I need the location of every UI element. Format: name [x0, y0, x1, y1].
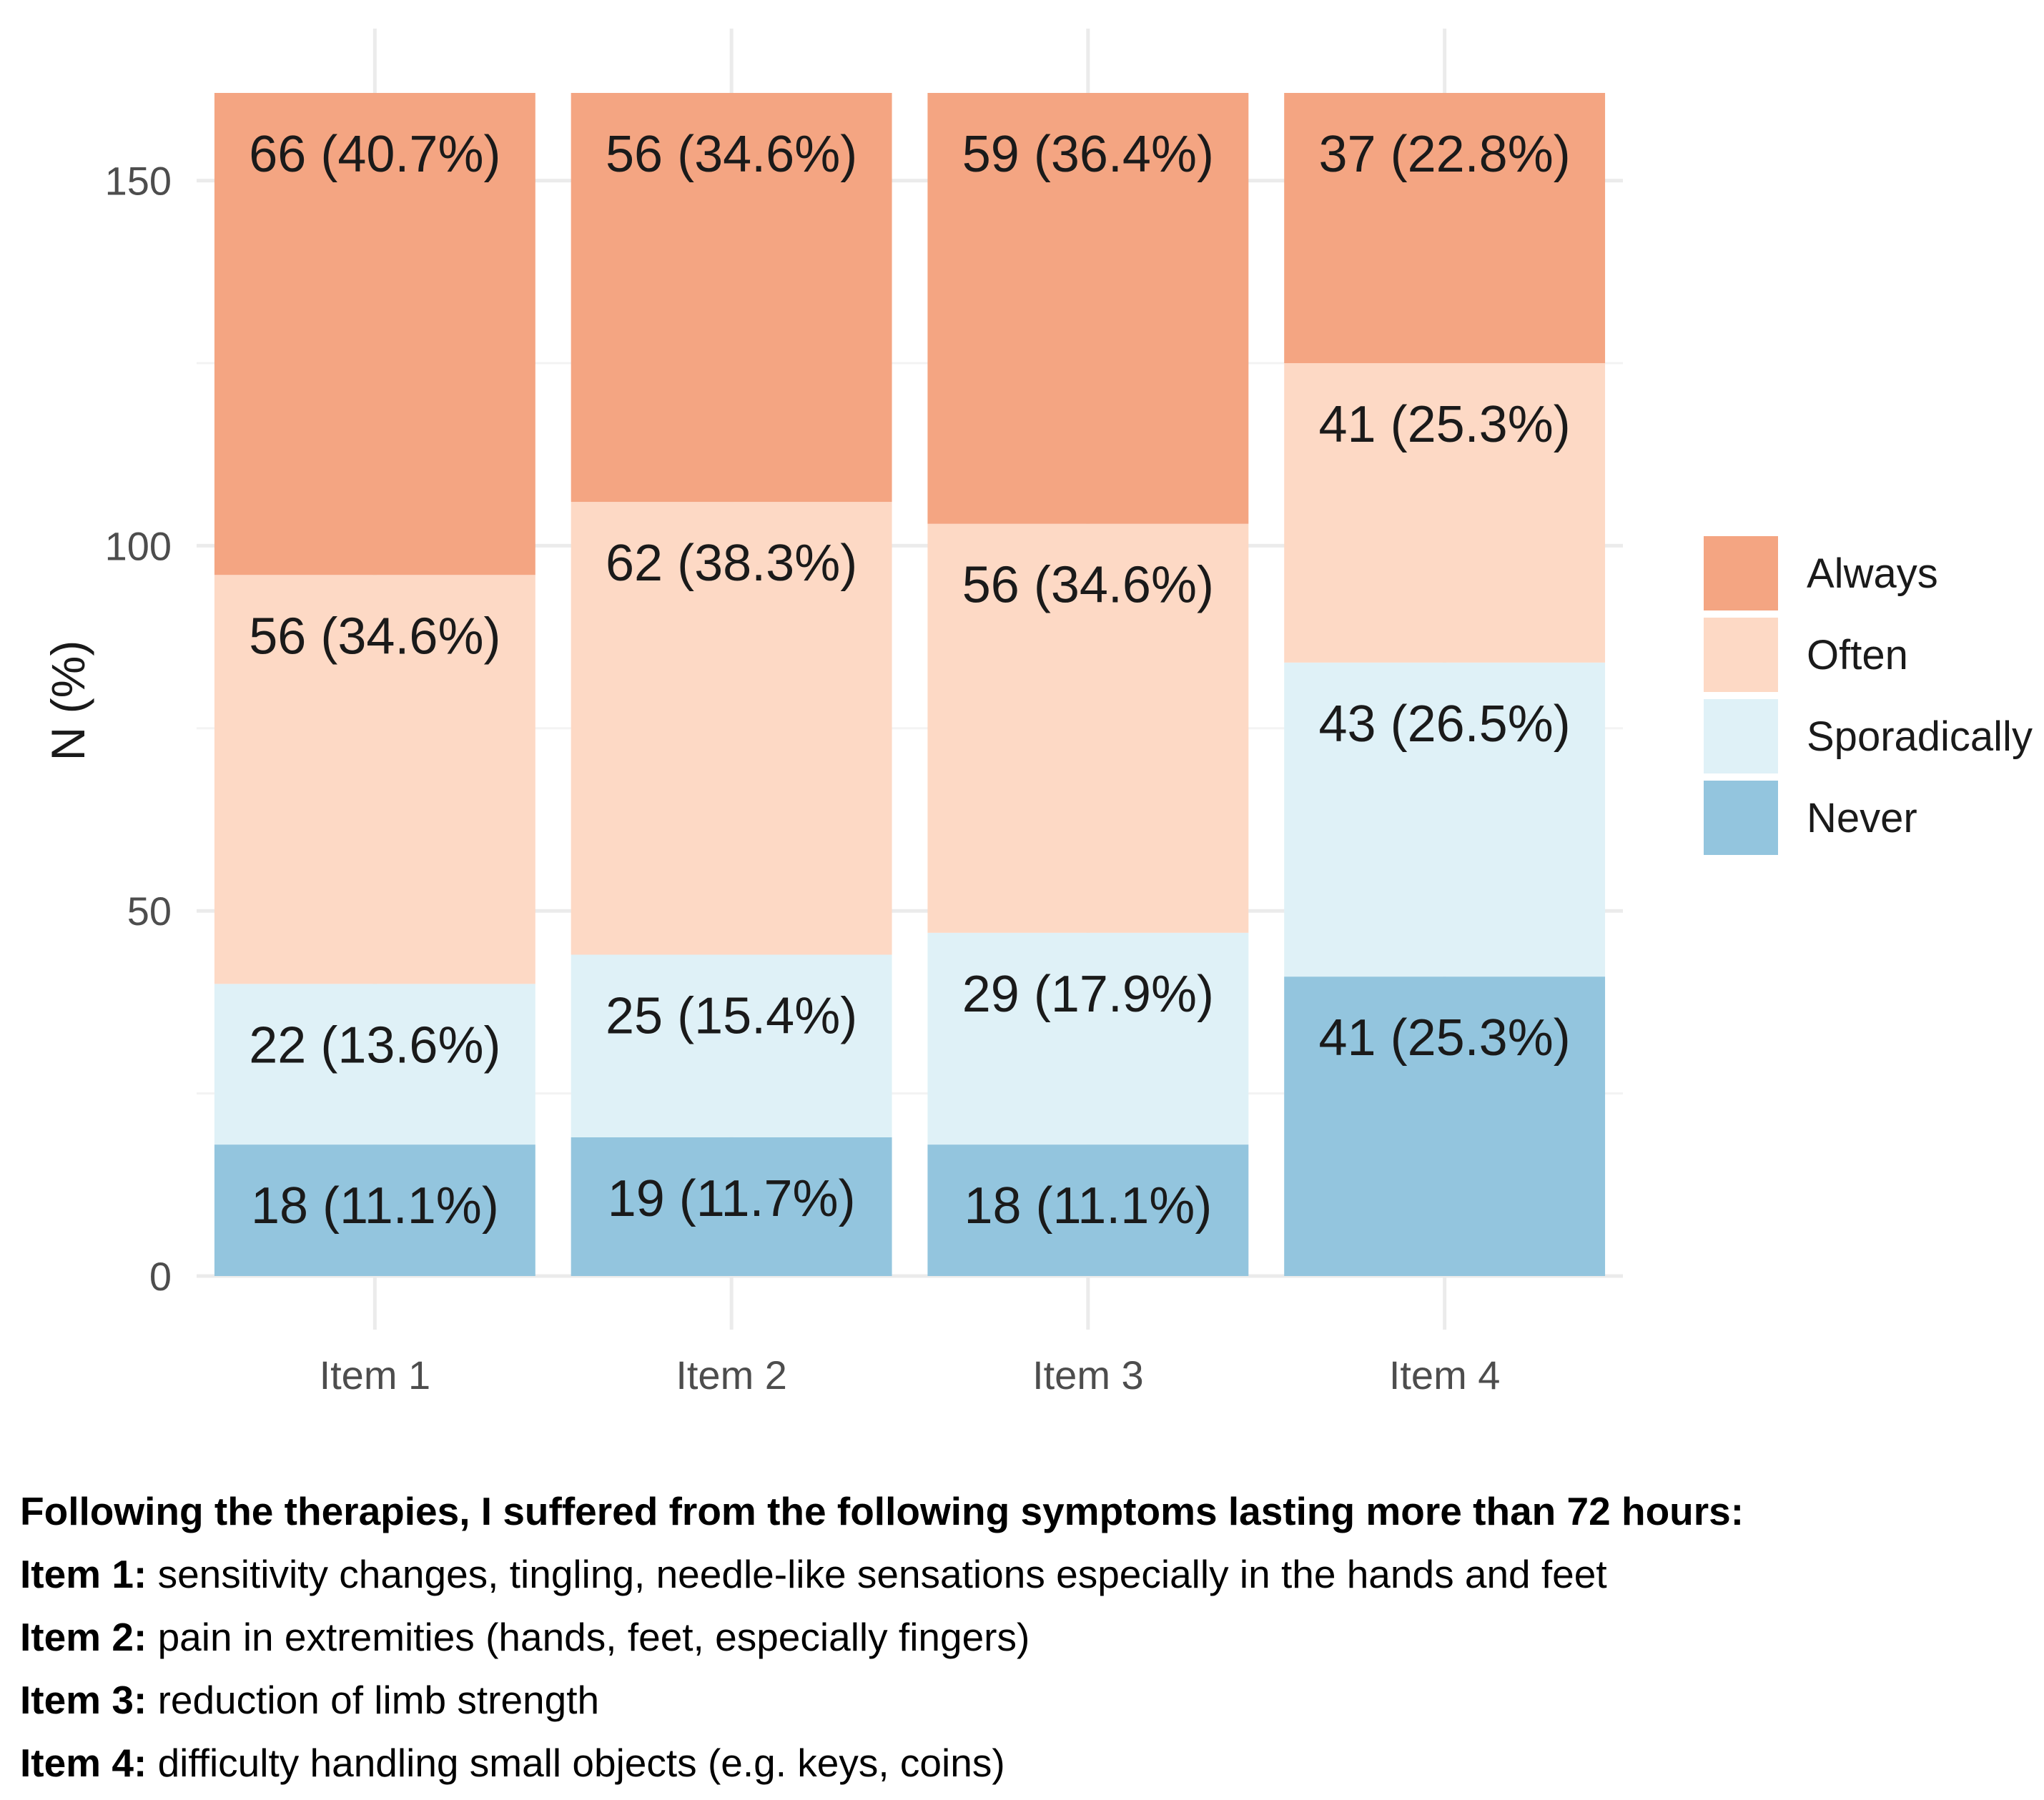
legend-label: Sporadically: [1807, 713, 2033, 760]
bar-segment-label: 25 (15.4%): [606, 987, 857, 1044]
y-tick-label: 100: [105, 523, 172, 568]
x-axis: Item 1 Item 2 Item 3 Item 4: [320, 1353, 1501, 1398]
caption-item: Item 4: difficulty handling small object…: [20, 1731, 2008, 1794]
legend-key-never: [1704, 781, 1778, 855]
bar-segment-never: [571, 1137, 892, 1276]
caption-item: Item 3: reduction of limb strength: [20, 1668, 2008, 1731]
caption-item-label: Item 2:: [20, 1615, 147, 1659]
bar-segment-sporadically: [214, 984, 535, 1145]
legend-key-often: [1704, 618, 1778, 692]
figure-caption: Following the therapies, I suffered from…: [20, 1480, 2008, 1794]
bar-segment-label: 22 (13.6%): [249, 1017, 500, 1074]
caption-item-label: Item 4:: [20, 1741, 147, 1785]
bar-segment-often: [214, 575, 535, 984]
bar-segment-label: 19 (11.7%): [608, 1170, 856, 1227]
bar-segment-label: 59 (36.4%): [962, 126, 1214, 183]
bar-segment-sporadically: [1284, 662, 1606, 977]
y-axis: 0 50 100 150: [105, 159, 172, 1299]
caption-item: Item 1: sensitivity changes, tingling, n…: [20, 1543, 2008, 1606]
bar-segment-often: [1284, 362, 1606, 663]
bar-segment-sporadically: [571, 954, 892, 1137]
bar-segment-often: [571, 502, 892, 955]
bar-segment-label: 41 (25.3%): [1319, 396, 1571, 453]
x-tick-label: Item 4: [1389, 1353, 1501, 1398]
y-tick-label: 0: [149, 1254, 172, 1299]
x-tick-label: Item 1: [320, 1353, 431, 1398]
bar-segment-label: 29 (17.9%): [962, 966, 1214, 1023]
bar-segment-label: 18 (11.1%): [964, 1177, 1212, 1235]
bar-segment-always: [927, 93, 1249, 524]
bar-segment-label: 56 (34.6%): [249, 608, 500, 665]
bar-segment-never: [927, 1144, 1249, 1276]
y-tick-label: 150: [105, 159, 172, 204]
legend-key-sporadically: [1704, 699, 1778, 773]
legend: Always Often Sporadically Never: [1704, 536, 2033, 855]
bar-segment-often: [927, 523, 1249, 933]
bar-segment-label: 41 (25.3%): [1319, 1009, 1571, 1067]
caption-title: Following the therapies, I suffered from…: [20, 1489, 1744, 1533]
bars: 18 (11.1%) 22 (13.6%) 56 (34.6%) 66 (40.7%)…: [214, 93, 1606, 1276]
bar-segment-never: [214, 1144, 535, 1276]
x-tick-label: Item 2: [676, 1353, 787, 1398]
bar-segment-always: [571, 93, 892, 503]
bar-segment-label: 62 (38.3%): [606, 535, 857, 592]
bar-segment-label: 56 (34.6%): [606, 126, 857, 183]
caption-item-text: pain in extremities (hands, feet, especi…: [157, 1615, 1030, 1659]
bar-segment-sporadically: [927, 932, 1249, 1145]
legend-key-always: [1704, 536, 1778, 610]
bar-segment-never: [1284, 976, 1606, 1276]
bar-segment-always: [214, 93, 535, 575]
bar-segment-label: 66 (40.7%): [249, 126, 500, 183]
y-tick-label: 50: [127, 889, 172, 934]
stacked-bar-chart: 18 (11.1%) 22 (13.6%) 56 (34.6%) 66 (40.7%)…: [41, 29, 2033, 1398]
legend-label: Never: [1807, 795, 1917, 841]
caption-item-label: Item 1:: [20, 1552, 147, 1596]
caption-item-text: difficulty handling small objects (e.g. …: [157, 1741, 1005, 1785]
caption-item-text: reduction of limb strength: [157, 1678, 600, 1722]
caption-item-label: Item 3:: [20, 1678, 147, 1722]
bar-segment-label: 56 (34.6%): [962, 557, 1214, 614]
y-axis-label: N (%): [41, 641, 94, 761]
legend-label: Always: [1807, 550, 1938, 597]
legend-label: Often: [1807, 632, 1908, 678]
x-tick-label: Item 3: [1032, 1353, 1144, 1398]
bar-segment-label: 18 (11.1%): [251, 1177, 499, 1235]
caption-item: Item 2: pain in extremities (hands, feet…: [20, 1606, 2008, 1668]
bar-segment-label: 37 (22.8%): [1319, 126, 1571, 183]
caption-item-text: sensitivity changes, tingling, needle-li…: [157, 1552, 1607, 1596]
bar-segment-always: [1284, 93, 1606, 363]
bar-segment-label: 43 (26.5%): [1319, 696, 1571, 753]
